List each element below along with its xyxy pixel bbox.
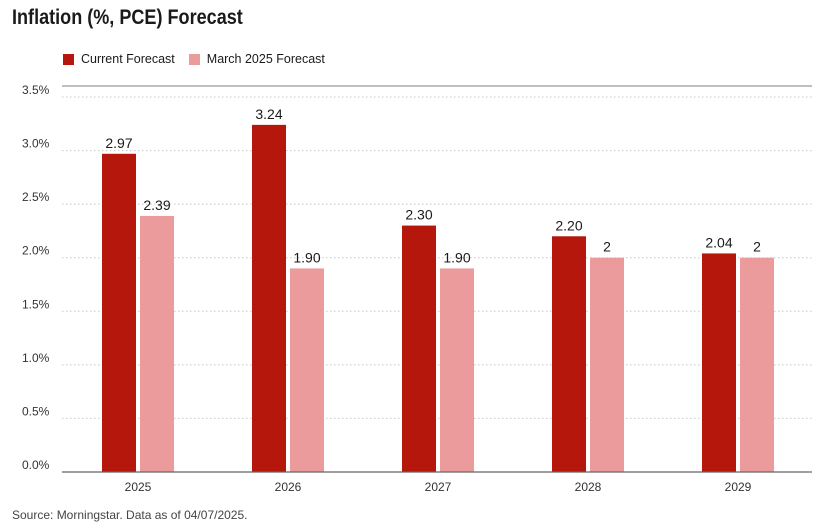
data-label: 2.39 [143,197,170,213]
x-tick-label: 2029 [725,480,752,494]
bar-current [402,225,436,472]
bar-march-2025 [590,257,624,472]
data-label: 2.04 [705,234,732,250]
bar-current [252,124,286,472]
data-label: 2.20 [555,217,582,233]
data-label: 1.90 [443,249,470,265]
bar-march-2025 [140,215,174,472]
y-tick-label: 0.5% [22,404,50,418]
data-label: 2.30 [405,207,432,223]
bar-march-2025 [440,268,474,472]
data-label: 2.97 [105,135,132,151]
y-tick-label: 3.0% [22,137,50,151]
chart-title: Inflation (%, PCE) Forecast [12,6,243,29]
bar-current [102,153,136,473]
legend: Current Forecast March 2025 Forecast [63,52,339,66]
legend-label-march-2025: March 2025 Forecast [206,52,325,66]
y-tick-label: 2.5% [22,190,50,204]
legend-item-current: Current Forecast [63,52,175,66]
bar-current [552,236,586,472]
legend-swatch-march-2025 [188,53,200,65]
y-tick-label: 2.0% [22,244,50,258]
bar-march-2025 [290,268,324,472]
y-tick-label: 0.0% [22,458,50,472]
legend-label-current: Current Forecast [81,52,175,66]
data-label: 2 [753,239,761,255]
x-tick-label: 2028 [575,480,602,494]
y-tick-label: 3.5% [22,83,50,97]
y-tick-label: 1.5% [22,297,50,311]
legend-swatch-current [63,53,74,65]
y-tick-label: 1.0% [22,351,50,365]
legend-item-march-2025: March 2025 Forecast [188,52,325,66]
x-tick-label: 2026 [275,480,302,494]
x-tick-label: 2025 [125,480,152,494]
data-label: 3.24 [255,106,282,122]
data-label: 1.90 [293,249,320,265]
source-note: Source: Morningstar. Data as of 04/07/20… [12,508,248,522]
data-label: 2 [603,239,611,255]
bar-march-2025 [740,257,774,472]
bar-current [702,253,736,472]
x-tick-label: 2027 [425,480,452,494]
